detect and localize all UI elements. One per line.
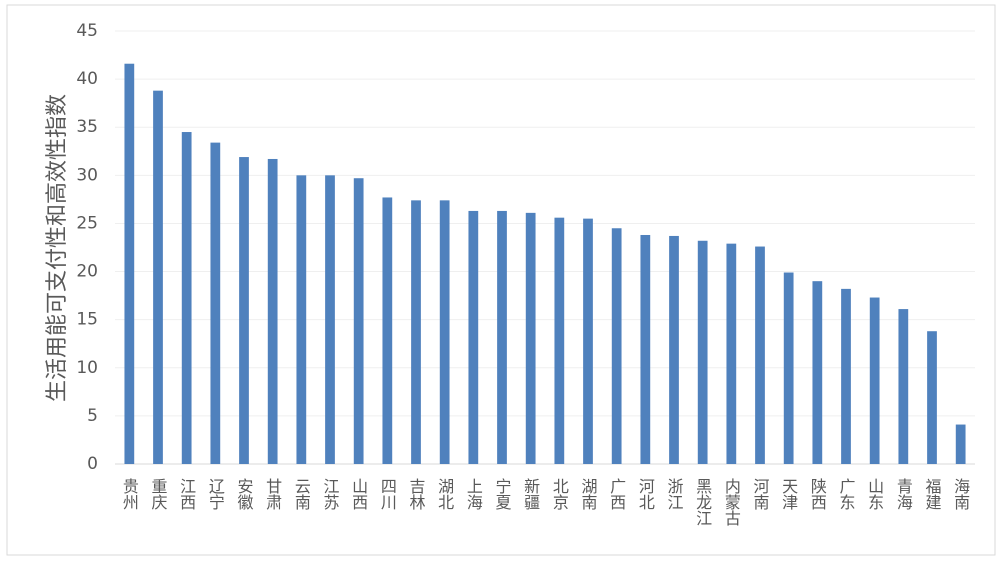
x-tick-label: 甘肃 bbox=[263, 478, 282, 510]
x-tick-label: 福建 bbox=[923, 478, 942, 510]
bar bbox=[611, 228, 622, 464]
x-tick-label: 山西 bbox=[349, 478, 368, 510]
x-tick-label: 江苏 bbox=[321, 478, 340, 511]
x-tick-label: 河南 bbox=[751, 478, 770, 510]
bar bbox=[382, 197, 393, 464]
bar bbox=[468, 210, 479, 464]
x-tick-label: 贵州 bbox=[120, 478, 139, 510]
x-tick-label: 四川 bbox=[378, 478, 397, 510]
x-tick-label: 重庆 bbox=[149, 478, 168, 510]
x-tick-label: 湖南 bbox=[579, 478, 598, 510]
y-tick-label: 25 bbox=[76, 213, 98, 233]
bar bbox=[669, 235, 679, 464]
y-tick-label: 15 bbox=[76, 310, 98, 330]
y-tick-label: 30 bbox=[76, 165, 98, 185]
x-tick-label: 河北 bbox=[636, 478, 655, 510]
bar bbox=[411, 200, 421, 464]
x-tick-label: 广东 bbox=[837, 478, 856, 510]
x-tick-label: 青海 bbox=[894, 478, 913, 510]
y-tick-label: 40 bbox=[76, 69, 98, 89]
bar bbox=[726, 243, 737, 464]
y-tick-label: 20 bbox=[76, 262, 98, 282]
x-tick-label: 吉林 bbox=[407, 478, 426, 510]
x-tick-label: 新疆 bbox=[521, 478, 540, 510]
bar bbox=[697, 240, 708, 464]
x-tick-label: 北京 bbox=[550, 478, 569, 511]
y-tick-label: 35 bbox=[76, 117, 98, 137]
x-tick-label: 安徽 bbox=[235, 478, 254, 510]
bar bbox=[898, 309, 909, 464]
bar bbox=[869, 297, 880, 464]
bar bbox=[210, 142, 221, 464]
x-tick-label: 辽宁 bbox=[206, 478, 225, 510]
bar bbox=[525, 212, 536, 464]
x-tick-label: 宁夏 bbox=[493, 478, 512, 510]
bar bbox=[439, 200, 450, 464]
bar bbox=[267, 158, 278, 464]
bar bbox=[554, 217, 565, 464]
x-tick-label: 上海 bbox=[464, 478, 483, 510]
bar bbox=[812, 281, 823, 464]
bar bbox=[783, 272, 794, 464]
bar bbox=[353, 178, 364, 464]
y-tick-label: 45 bbox=[76, 21, 98, 41]
bar bbox=[239, 157, 249, 464]
x-tick-label: 广西 bbox=[607, 478, 626, 510]
x-tick-label: 浙江 bbox=[665, 478, 684, 510]
x-tick-label: 湖北 bbox=[435, 478, 454, 510]
y-tick-label: 10 bbox=[76, 358, 98, 378]
x-tick-label: 陕西 bbox=[808, 478, 827, 510]
y-axis-label: 生活用能可支付性和高效性指数 bbox=[45, 94, 70, 402]
x-tick-label: 海南 bbox=[951, 478, 970, 510]
bar bbox=[181, 132, 192, 465]
bar bbox=[325, 175, 335, 465]
bar bbox=[841, 288, 851, 464]
x-tick-label: 山东 bbox=[865, 478, 884, 510]
y-tick-label: 5 bbox=[87, 406, 98, 426]
bar bbox=[124, 63, 135, 465]
x-tick-label: 天津 bbox=[779, 478, 798, 510]
x-tick-label: 黑龙江 bbox=[693, 478, 712, 526]
x-tick-label: 内蒙古 bbox=[722, 478, 741, 526]
bar bbox=[755, 246, 765, 464]
x-tick-label: 云南 bbox=[292, 478, 311, 510]
x-tick-label: 江西 bbox=[177, 478, 196, 510]
bar bbox=[497, 210, 507, 464]
bar bbox=[640, 234, 651, 464]
bar bbox=[583, 218, 593, 464]
y-tick-label: 0 bbox=[87, 454, 98, 474]
bar bbox=[955, 424, 966, 464]
bar bbox=[296, 175, 307, 465]
bar bbox=[927, 331, 937, 464]
bar bbox=[153, 90, 163, 464]
